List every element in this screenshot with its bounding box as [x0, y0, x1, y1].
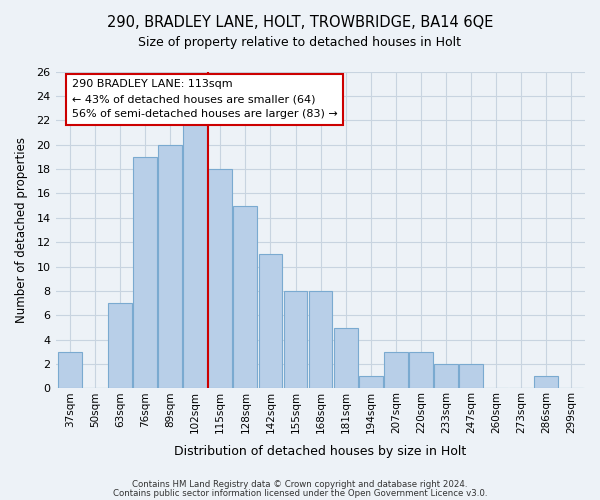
Bar	[459, 364, 483, 388]
Y-axis label: Number of detached properties: Number of detached properties	[15, 137, 28, 323]
Bar	[308, 291, 332, 388]
Bar	[108, 303, 132, 388]
Bar	[233, 206, 257, 388]
Bar	[284, 291, 307, 388]
Text: Contains HM Land Registry data © Crown copyright and database right 2024.: Contains HM Land Registry data © Crown c…	[132, 480, 468, 489]
Text: Size of property relative to detached houses in Holt: Size of property relative to detached ho…	[139, 36, 461, 49]
Bar	[534, 376, 558, 388]
Bar	[259, 254, 283, 388]
Bar	[334, 328, 358, 388]
Bar	[133, 157, 157, 388]
Bar	[184, 120, 207, 388]
Bar	[58, 352, 82, 389]
Bar	[208, 169, 232, 388]
Text: 290 BRADLEY LANE: 113sqm
← 43% of detached houses are smaller (64)
56% of semi-d: 290 BRADLEY LANE: 113sqm ← 43% of detach…	[72, 80, 338, 119]
X-axis label: Distribution of detached houses by size in Holt: Distribution of detached houses by size …	[175, 444, 467, 458]
Bar	[409, 352, 433, 389]
Bar	[359, 376, 383, 388]
Bar	[434, 364, 458, 388]
Bar	[384, 352, 407, 389]
Text: 290, BRADLEY LANE, HOLT, TROWBRIDGE, BA14 6QE: 290, BRADLEY LANE, HOLT, TROWBRIDGE, BA1…	[107, 15, 493, 30]
Bar	[158, 144, 182, 388]
Text: Contains public sector information licensed under the Open Government Licence v3: Contains public sector information licen…	[113, 488, 487, 498]
